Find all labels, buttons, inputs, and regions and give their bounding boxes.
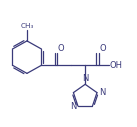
- Text: N: N: [99, 88, 105, 97]
- Text: N: N: [70, 101, 76, 110]
- Text: OH: OH: [109, 61, 122, 70]
- Text: O: O: [58, 44, 64, 53]
- Text: N: N: [82, 74, 88, 83]
- Text: O: O: [99, 44, 106, 53]
- Text: CH₃: CH₃: [20, 23, 34, 29]
